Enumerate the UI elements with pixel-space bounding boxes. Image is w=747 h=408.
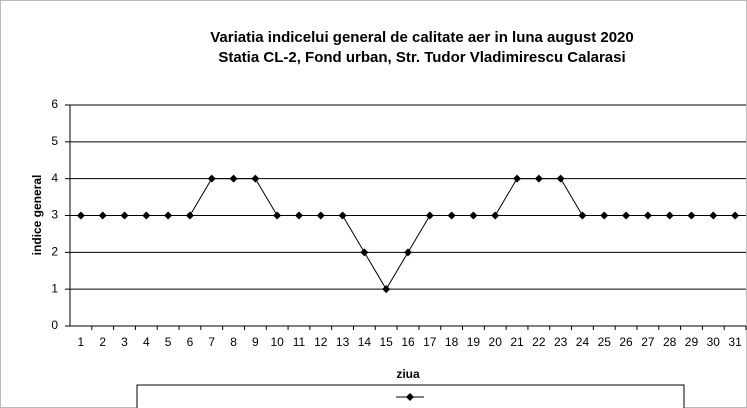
point	[164, 211, 173, 220]
x-tick-label: 2	[99, 335, 106, 349]
x-tick-label: 30	[707, 335, 721, 349]
x-tick-label: 17	[423, 335, 437, 349]
x-tick-label: 11	[293, 335, 306, 349]
chart-subtitle: Statia CL-2, Fond urban, Str. Tudor Vlad…	[218, 49, 625, 66]
x-tick-label: 15	[380, 335, 394, 349]
y-tick-label: 5	[51, 134, 58, 148]
point	[709, 211, 718, 220]
x-tick-label: 1	[78, 335, 85, 349]
y-tick-label: 4	[51, 171, 58, 185]
x-tick-label: 28	[663, 335, 677, 349]
point	[643, 211, 652, 220]
point	[513, 174, 522, 183]
x-tick-label: 24	[576, 335, 590, 349]
x-tick-label: 21	[510, 335, 524, 349]
x-tick-label: 12	[314, 335, 328, 349]
x-tick-label: 25	[598, 335, 612, 349]
x-tick-label: 10	[270, 335, 284, 349]
x-tick-label: 26	[619, 335, 633, 349]
point	[491, 211, 500, 220]
x-tick-label: 31	[728, 335, 742, 349]
x-tick-label: 22	[532, 335, 546, 349]
chart-title: Variatia indicelui general de calitate a…	[210, 29, 634, 46]
x-tick-label: 19	[467, 335, 481, 349]
point	[687, 211, 696, 220]
point	[251, 174, 260, 183]
point	[578, 211, 587, 220]
point	[600, 211, 609, 220]
point	[338, 211, 347, 220]
y-axis-label: indice general	[30, 175, 44, 256]
point	[98, 211, 107, 220]
point	[360, 248, 369, 257]
point	[185, 211, 194, 220]
point	[731, 211, 740, 220]
y-tick-label: 1	[51, 281, 58, 295]
legend-marker	[406, 393, 414, 401]
point	[229, 174, 238, 183]
x-tick-label: 5	[165, 335, 172, 349]
y-tick-label: 3	[51, 208, 58, 222]
point	[404, 248, 412, 257]
x-tick-label: 9	[252, 335, 259, 349]
point	[76, 211, 85, 220]
point	[120, 211, 129, 220]
x-tick-label: 14	[358, 335, 372, 349]
point	[556, 174, 565, 183]
point	[665, 211, 674, 220]
point	[382, 285, 391, 294]
x-tick-label: 8	[230, 335, 237, 349]
x-tick-label: 3	[121, 335, 128, 349]
point	[273, 211, 282, 220]
x-tick-label: 6	[187, 335, 194, 349]
x-tick-label: 13	[336, 335, 350, 349]
x-tick-label: 27	[641, 335, 655, 349]
point	[447, 211, 456, 220]
x-tick-label: 7	[208, 335, 215, 349]
x-axis-label: ziua	[396, 367, 420, 381]
point	[142, 211, 151, 220]
x-tick-label: 4	[143, 335, 150, 349]
x-tick-label: 23	[554, 335, 568, 349]
y-tick-label: 6	[51, 97, 58, 111]
x-tick-label: 18	[445, 335, 459, 349]
point	[294, 211, 303, 220]
y-tick-label: 2	[51, 245, 58, 259]
point	[534, 174, 543, 183]
x-tick-label: 16	[401, 335, 415, 349]
x-tick-label: 29	[685, 335, 699, 349]
y-tick-label: 0	[51, 318, 58, 332]
point	[207, 174, 216, 183]
x-tick-label: 20	[489, 335, 503, 349]
point	[316, 211, 325, 220]
point	[469, 211, 478, 220]
point	[622, 211, 631, 220]
point	[425, 211, 434, 220]
